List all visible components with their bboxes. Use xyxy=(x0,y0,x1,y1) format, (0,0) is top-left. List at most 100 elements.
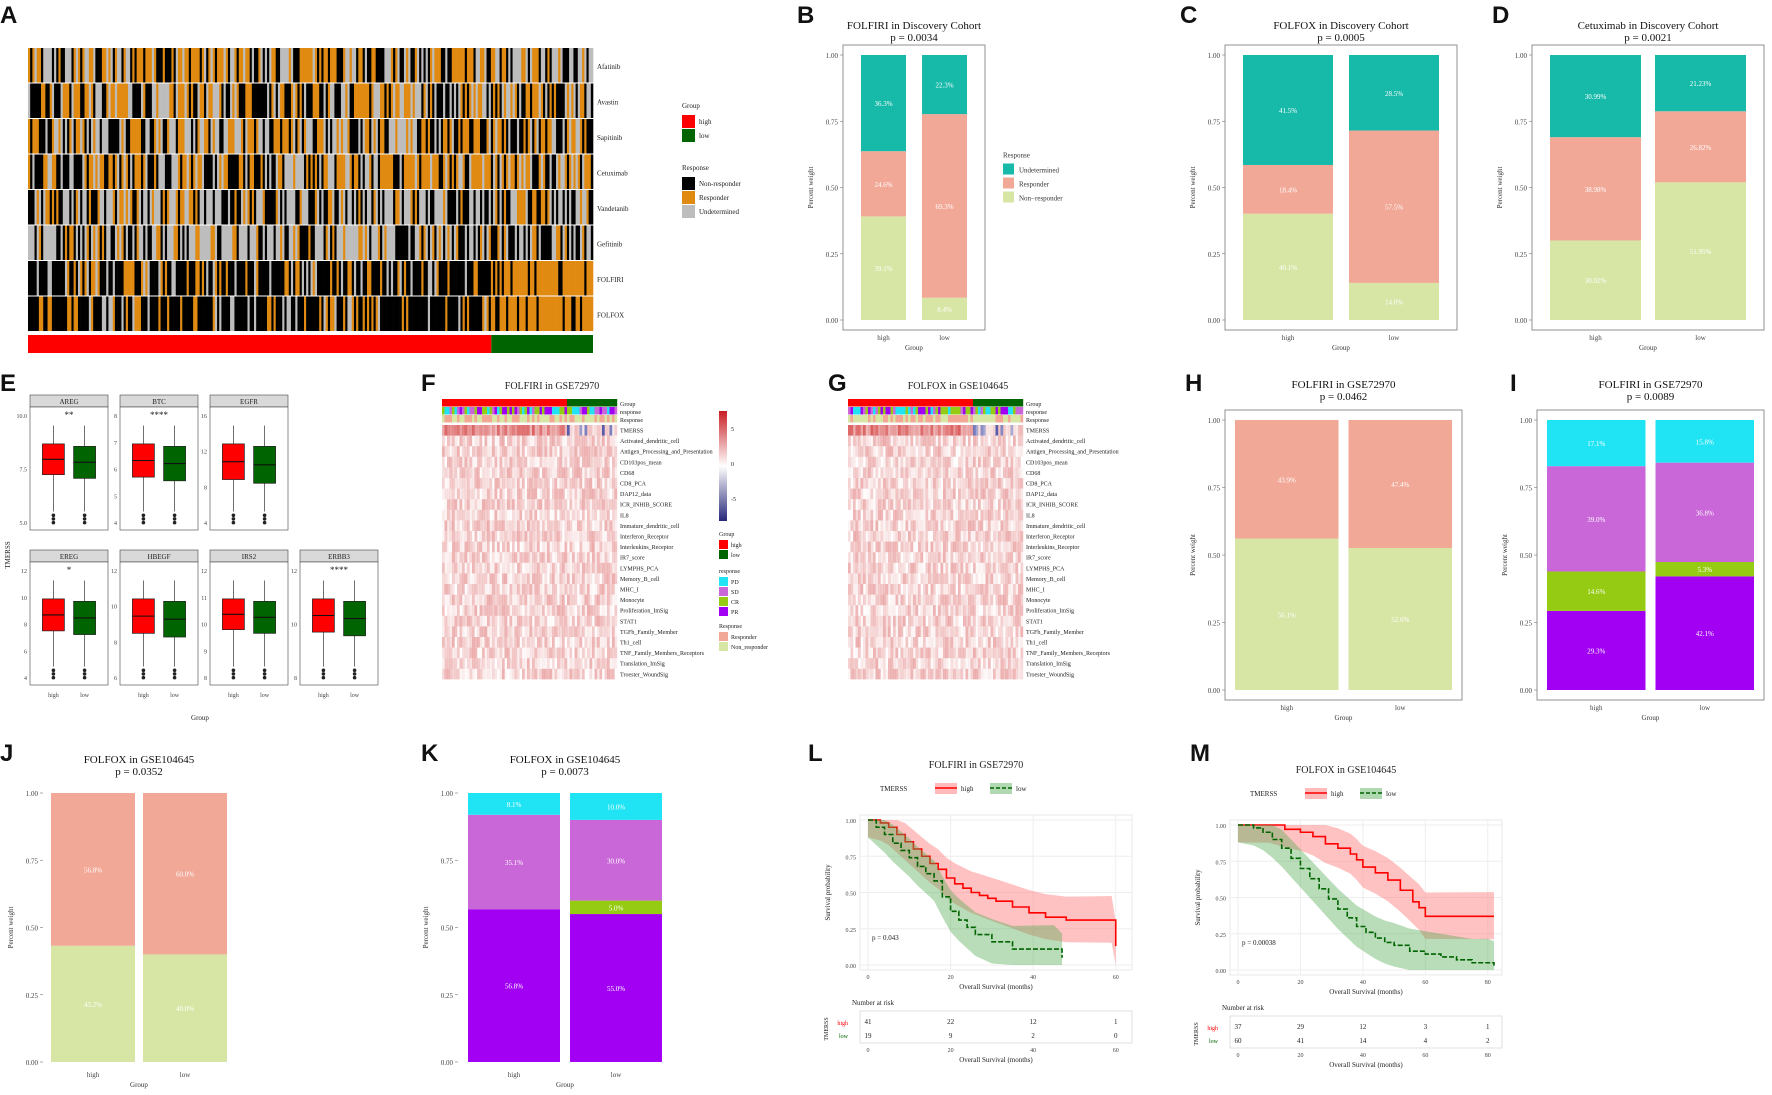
heatmap-cell xyxy=(482,446,485,457)
heatmap-cell xyxy=(308,154,311,189)
heatmap-cell xyxy=(459,562,463,574)
heatmap-cell xyxy=(444,615,448,627)
heatmap-cell xyxy=(477,435,480,447)
heatmap-cell xyxy=(913,467,916,478)
heatmap-cell xyxy=(571,296,574,331)
heatmap-cell xyxy=(499,499,503,510)
heatmap-cell xyxy=(397,261,400,296)
heatmap-cell xyxy=(169,119,172,154)
annotation-cell xyxy=(562,399,565,407)
heatmap-cell xyxy=(1021,457,1024,468)
heatmap-cell xyxy=(347,48,350,83)
heatmap-cell xyxy=(517,531,520,542)
heatmap-cell xyxy=(408,296,411,331)
heatmap-cell xyxy=(940,435,944,447)
heatmap-cell xyxy=(457,668,460,680)
y-tick-label: 8 xyxy=(114,640,117,646)
y-tick-label: 10.0 xyxy=(17,414,28,420)
heatmap-cell xyxy=(364,296,368,331)
heatmap-cell xyxy=(612,626,615,637)
heatmap-cell xyxy=(544,456,548,468)
heatmap-cell xyxy=(930,456,934,468)
heatmap-cell xyxy=(557,446,560,457)
heatmap-cell xyxy=(863,425,866,436)
heatmap-cell xyxy=(499,594,503,606)
heatmap-cell xyxy=(467,605,470,616)
heatmap-cell xyxy=(538,83,542,118)
heatmap-cell xyxy=(514,605,518,616)
heatmap-cell xyxy=(449,615,453,627)
heatmap-cell xyxy=(95,225,98,260)
heatmap-cell xyxy=(582,48,585,83)
heatmap-cell xyxy=(364,119,368,154)
heatmap-cell xyxy=(442,456,445,468)
heatmap-cell xyxy=(597,456,600,468)
heatmap-cell xyxy=(599,541,603,553)
heatmap-cell xyxy=(123,261,127,296)
heatmap-cell xyxy=(993,425,996,436)
heatmap-cell xyxy=(577,48,581,83)
heatmap-cell xyxy=(970,446,974,457)
heatmap-cell xyxy=(933,456,936,468)
heatmap-cell xyxy=(97,48,101,83)
heatmap-cell xyxy=(607,573,610,584)
heatmap-cell xyxy=(499,478,503,489)
annotation-cell xyxy=(487,415,490,423)
heatmap-cell xyxy=(325,119,329,154)
heatmap-cell xyxy=(519,658,523,669)
heatmap-cell xyxy=(905,456,909,468)
heatmap-cell xyxy=(358,119,361,154)
heatmap-cell xyxy=(490,119,494,154)
heatmap-cell xyxy=(527,488,530,500)
heatmap-cell xyxy=(497,509,500,521)
heatmap-cell xyxy=(499,520,503,531)
heatmap-cell xyxy=(82,119,85,154)
heatmap-cell xyxy=(232,119,235,154)
heatmap-cell xyxy=(254,83,257,118)
heatmap-cell xyxy=(464,658,468,669)
heatmap-cell xyxy=(197,225,200,260)
heatmap-cell xyxy=(503,83,507,118)
heatmap-cell xyxy=(507,541,510,553)
bar-data-label: 8.4% xyxy=(937,306,952,314)
heatmap-cell xyxy=(597,488,600,500)
annotation-cell xyxy=(584,415,588,423)
heatmap-cell xyxy=(492,626,495,637)
heatmap-cell xyxy=(885,467,889,478)
heatmap-cell xyxy=(258,296,261,331)
heatmap-cell xyxy=(472,658,475,669)
heatmap-cell xyxy=(136,83,140,118)
annotation-cell xyxy=(609,399,613,407)
heatmap-cell xyxy=(504,615,508,627)
heatmap-cell xyxy=(132,225,135,260)
annotation-cell xyxy=(442,399,445,407)
heatmap-cell xyxy=(592,626,595,637)
heatmap-cell xyxy=(509,552,513,563)
annotation-cell xyxy=(988,415,991,423)
annotation-cell xyxy=(888,407,891,415)
heatmap-cell xyxy=(338,48,342,83)
heatmap-cell xyxy=(199,261,203,296)
heatmap-cell xyxy=(177,154,181,189)
heatmap-cell xyxy=(589,531,593,542)
heatmap-cell xyxy=(577,531,580,542)
heatmap-cell xyxy=(408,190,411,225)
heatmap-cell xyxy=(517,541,520,553)
heatmap-cell xyxy=(573,296,576,331)
heatmap-cell xyxy=(51,83,55,118)
heatmap-cell xyxy=(121,119,124,154)
heatmap-cell xyxy=(474,425,478,436)
heatmap-cell xyxy=(284,83,287,118)
heatmap-cell xyxy=(569,119,572,154)
heatmap-cell xyxy=(114,225,118,260)
heatmap-cell xyxy=(503,190,507,225)
heatmap-cell xyxy=(293,225,296,260)
annotation-cell xyxy=(569,399,573,407)
heatmap-cell xyxy=(577,119,581,154)
annotation-cell xyxy=(569,415,573,423)
heatmap-cell xyxy=(145,154,148,189)
heatmap-cell xyxy=(386,261,390,296)
heatmap-cell xyxy=(444,488,448,500)
heatmap-cell xyxy=(556,83,559,118)
annotation-cell xyxy=(589,399,593,407)
